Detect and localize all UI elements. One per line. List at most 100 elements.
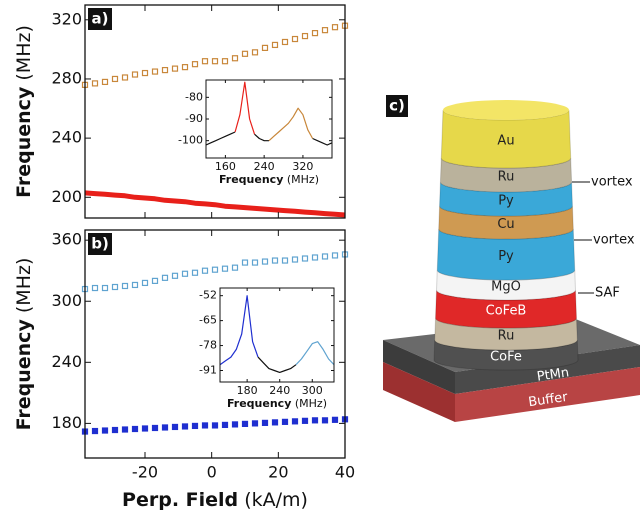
marker	[161, 424, 169, 431]
layer-label: Cu	[497, 217, 514, 232]
layer-label: Ru	[498, 170, 515, 185]
y-tick-label: -100	[178, 134, 203, 147]
inset-x-label: Frequency (MHz)	[227, 397, 327, 410]
layer-label: CoFeB	[486, 304, 527, 319]
layer-label: Au	[497, 134, 514, 149]
layer-label: CoFe	[490, 350, 522, 365]
inset-x-label: Frequency (MHz)	[219, 173, 319, 186]
layer-label: Py	[498, 194, 514, 209]
panel-label: c)	[389, 97, 405, 115]
marker	[301, 32, 309, 40]
marker	[251, 259, 259, 266]
buffer-right	[455, 367, 640, 422]
marker	[131, 71, 139, 78]
marker	[191, 61, 199, 68]
marker	[321, 417, 329, 424]
x-tick-label: -20	[132, 463, 158, 482]
marker	[181, 64, 189, 71]
marker	[111, 283, 119, 291]
marker	[161, 66, 169, 74]
marker	[321, 253, 329, 260]
x-tick-label: 20	[268, 463, 288, 482]
layer-label: PtMn	[536, 365, 570, 384]
panel: 180 240 300 360 -20 0 20 40 Frequency (MHz) Perp.…	[13, 229, 355, 511]
x-axis-label-unit: (kA/m)	[244, 489, 308, 511]
marker	[271, 257, 279, 264]
y-axis-label-main: Frequency	[13, 86, 35, 198]
series-line	[295, 341, 335, 366]
marker	[291, 256, 299, 263]
y-tick-label: -52	[199, 289, 217, 302]
marker	[201, 422, 209, 429]
marker	[221, 58, 229, 65]
y-tick-label: 300	[51, 291, 82, 310]
series-line	[205, 131, 333, 146]
marker	[171, 272, 179, 279]
marker	[281, 38, 289, 46]
marker	[221, 421, 229, 429]
inset-x-label-main: Frequency	[227, 397, 291, 410]
marker	[151, 424, 159, 432]
marker	[121, 74, 129, 81]
y-tick-label: -90	[185, 112, 203, 125]
layer-stack: Au Ru Py Cu Py MgO CoFeB Ru CoFe	[433, 100, 579, 371]
series-line	[268, 107, 314, 142]
x-axis-label: Perp. Field (kA/m)	[122, 489, 308, 511]
marker	[211, 266, 219, 273]
marker	[91, 284, 99, 292]
x-tick-label: 240	[269, 384, 290, 397]
x-tick-label: 40	[335, 463, 355, 482]
buffer-left	[383, 362, 455, 422]
layer-label: Buffer	[527, 390, 569, 410]
marker	[311, 417, 319, 424]
marker	[211, 422, 219, 429]
marker	[111, 426, 119, 434]
panel-badge	[88, 8, 112, 30]
marker	[181, 423, 189, 430]
marker	[101, 284, 109, 292]
plot-frame	[219, 287, 335, 383]
marker	[291, 35, 299, 43]
y-axis-label-unit: (MHz)	[13, 258, 35, 313]
y-tick-label: 200	[51, 187, 82, 206]
marker	[131, 425, 139, 433]
marker	[111, 75, 119, 83]
marker	[311, 254, 319, 261]
annotation-lines	[572, 181, 594, 294]
plot-frame	[205, 79, 333, 159]
marker	[141, 69, 149, 77]
inset-area	[220, 288, 334, 382]
marker	[241, 420, 249, 428]
marker	[261, 419, 269, 426]
marker	[331, 416, 339, 423]
series-line	[257, 356, 297, 373]
y-tick-label: 320	[51, 9, 82, 28]
y-axis-label-main: Frequency	[13, 319, 35, 431]
marker	[191, 422, 199, 430]
layer-label: Ru	[498, 329, 515, 344]
marker	[241, 259, 249, 266]
marker	[91, 427, 99, 435]
marker	[261, 44, 269, 51]
x-axis-label-main: Perp. Field	[122, 489, 238, 511]
y-tick-label: 280	[51, 68, 82, 87]
annotation: vortex	[593, 233, 635, 248]
y-axis-label-unit: (MHz)	[13, 25, 35, 80]
annotation: vortex	[591, 175, 633, 190]
marker	[261, 258, 269, 265]
x-tick-label: 180	[237, 384, 258, 397]
marker	[331, 252, 339, 259]
inset-area	[206, 80, 332, 158]
marker	[101, 78, 109, 86]
marker	[161, 274, 169, 281]
y-tick-label: 240	[51, 352, 82, 371]
y-tick-label: 360	[51, 230, 82, 249]
marker	[231, 421, 239, 428]
marker	[301, 417, 309, 424]
y-axis-label: Frequency (MHz)	[13, 258, 35, 431]
inset-x-label-unit: (MHz)	[295, 397, 327, 410]
marker	[171, 65, 179, 72]
marker	[211, 58, 219, 65]
